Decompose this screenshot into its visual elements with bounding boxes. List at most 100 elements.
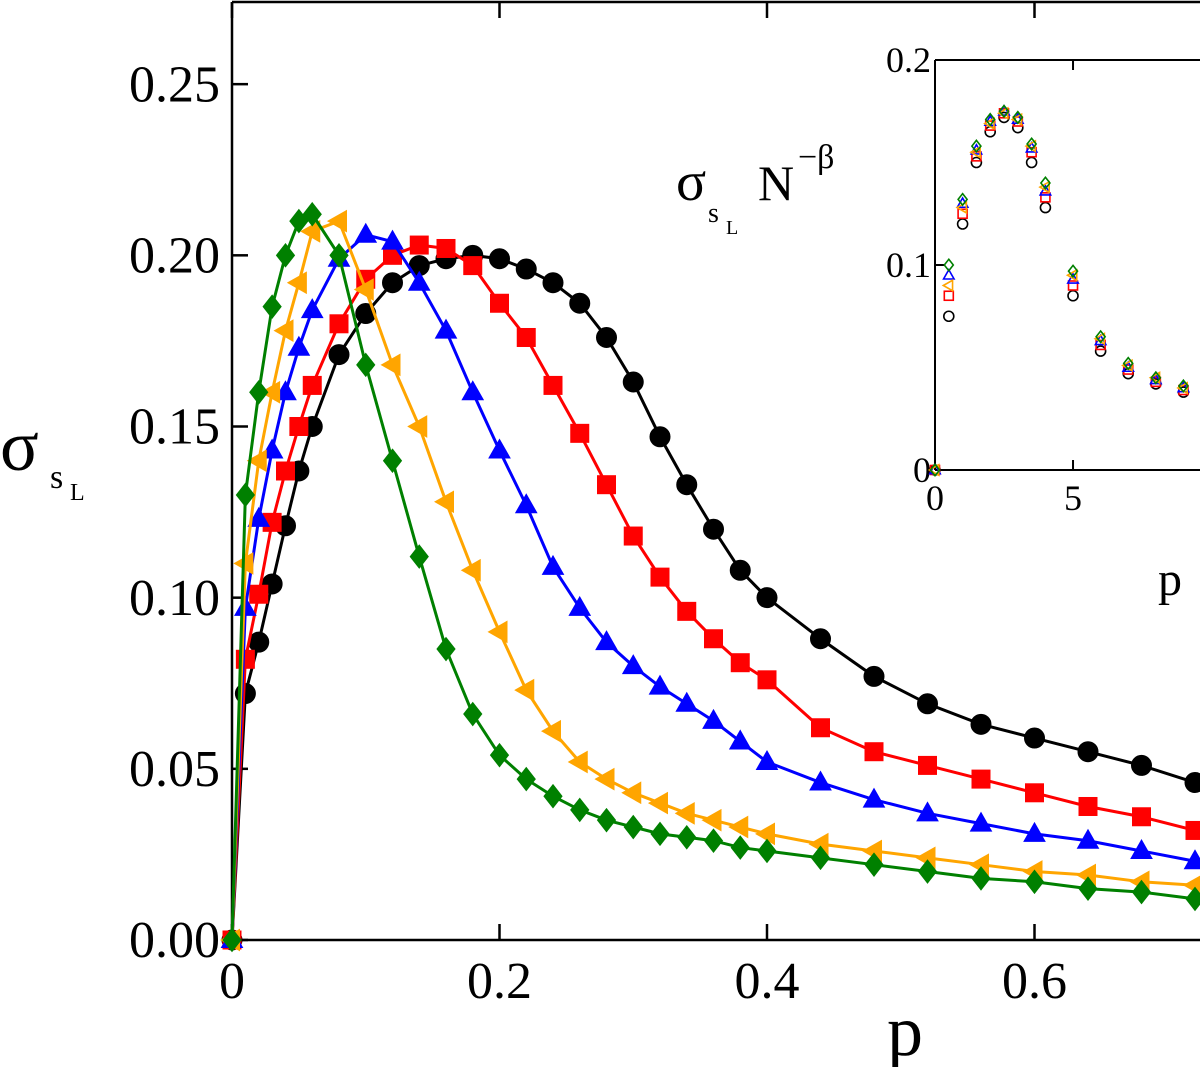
marker — [1185, 886, 1200, 912]
marker — [287, 335, 311, 356]
marker — [1024, 869, 1045, 895]
marker — [1130, 838, 1153, 859]
y-tick-label: 0.10 — [129, 570, 220, 627]
marker — [1067, 280, 1079, 291]
marker — [289, 208, 309, 234]
marker — [755, 749, 779, 770]
marker — [811, 718, 830, 738]
marker — [701, 808, 722, 832]
marker — [1067, 264, 1079, 279]
marker — [1012, 110, 1024, 125]
marker — [514, 678, 535, 702]
inset-y-label: σ — [676, 151, 706, 213]
inset-x-label: p — [1158, 553, 1182, 606]
marker — [488, 438, 511, 459]
marker — [1183, 849, 1200, 870]
marker — [1131, 754, 1152, 776]
marker — [970, 156, 983, 169]
y-axis-label-sub: s — [50, 459, 63, 496]
marker — [328, 344, 350, 366]
marker — [514, 493, 538, 514]
marker — [489, 742, 510, 768]
inset-y-label-n: N — [758, 155, 794, 211]
marker — [300, 298, 324, 319]
marker — [929, 462, 941, 478]
marker — [409, 235, 429, 255]
marker — [1076, 828, 1100, 849]
marker — [460, 558, 481, 582]
marker — [516, 327, 536, 347]
marker — [1122, 356, 1134, 371]
marker — [650, 567, 670, 587]
marker — [235, 482, 256, 508]
series-group — [927, 104, 1191, 478]
marker — [596, 807, 617, 833]
marker — [326, 209, 347, 233]
marker — [597, 475, 616, 495]
marker — [809, 770, 832, 791]
y-axis-label: σ — [0, 406, 39, 486]
marker — [621, 781, 642, 805]
marker — [407, 415, 428, 438]
marker — [407, 270, 431, 291]
y-tick-label: 0 — [913, 450, 931, 490]
marker — [1094, 345, 1107, 357]
marker — [703, 828, 724, 854]
marker — [1023, 821, 1046, 842]
y-axis-label-subsub: L — [70, 480, 85, 506]
marker — [970, 713, 992, 735]
marker — [381, 229, 404, 250]
marker — [998, 104, 1010, 119]
marker — [380, 353, 401, 377]
marker — [234, 595, 257, 616]
x-tick-label: 0 — [219, 953, 245, 1010]
marker — [1131, 879, 1152, 905]
marker — [864, 742, 884, 762]
marker — [971, 866, 991, 891]
marker — [490, 293, 509, 313]
marker — [943, 310, 955, 323]
marker — [703, 518, 724, 540]
marker — [971, 769, 991, 789]
marker — [542, 272, 564, 294]
marker — [756, 587, 778, 609]
marker — [704, 629, 723, 649]
marker — [461, 380, 485, 401]
x-tick-label: 0.6 — [1002, 953, 1067, 1010]
marker — [1078, 876, 1098, 901]
y-tick-label: 0.00 — [129, 912, 220, 969]
marker — [286, 271, 307, 295]
marker — [1184, 772, 1200, 794]
marker — [917, 693, 938, 715]
marker — [728, 815, 749, 839]
marker — [730, 653, 750, 673]
marker — [463, 256, 483, 276]
marker — [570, 423, 590, 443]
inset-plot: 0 5 0 0.1 0.2 p σs LN −β — [676, 40, 1200, 606]
marker — [648, 674, 672, 695]
marker — [754, 822, 775, 846]
marker — [262, 294, 282, 319]
marker — [543, 375, 563, 395]
inset-y-label-exp: −β — [798, 139, 834, 176]
marker — [249, 584, 269, 604]
marker — [246, 449, 267, 473]
marker — [650, 821, 670, 847]
marker — [354, 222, 378, 243]
inset-y-label-subsub: L — [726, 217, 738, 239]
marker — [276, 461, 295, 481]
marker — [1185, 820, 1200, 840]
marker — [916, 801, 939, 822]
marker — [1065, 268, 1078, 282]
marker — [274, 380, 297, 401]
marker — [918, 755, 937, 775]
marker — [623, 526, 643, 546]
marker — [436, 636, 456, 662]
marker — [1078, 796, 1098, 816]
marker — [983, 116, 995, 131]
marker — [675, 691, 699, 712]
marker — [489, 248, 510, 270]
marker — [247, 506, 271, 527]
y-tick-label: 0.05 — [129, 741, 220, 798]
